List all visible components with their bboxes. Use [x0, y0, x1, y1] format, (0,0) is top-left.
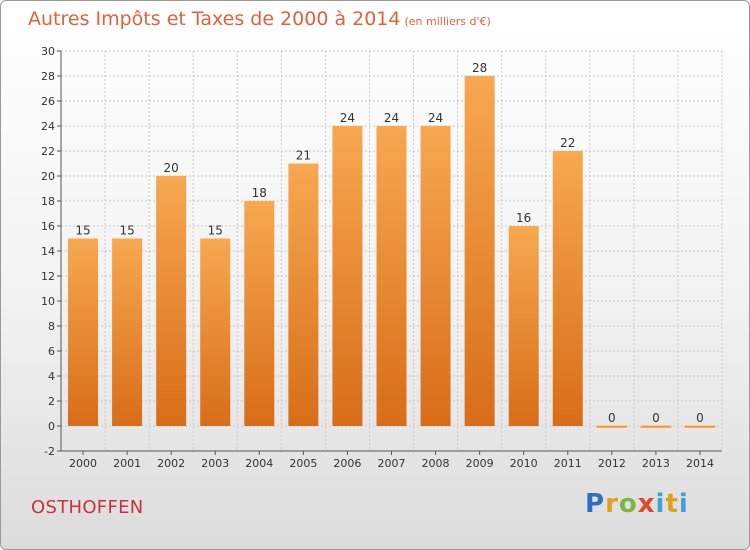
x-tick-label: 2001: [113, 457, 141, 470]
bar-value-label: 15: [75, 224, 90, 238]
bar-value-label: 24: [428, 111, 443, 125]
bar-value-label: 15: [119, 224, 134, 238]
y-tick-label: 18: [41, 195, 55, 208]
y-tick-label: 24: [41, 120, 55, 133]
x-tick-label: 2010: [510, 457, 538, 470]
proxiti-logo[interactable]: Proxiti: [585, 489, 689, 519]
x-tick-label: 2011: [554, 457, 582, 470]
bar: [332, 126, 363, 426]
bar: [596, 425, 628, 428]
gridlines: [60, 50, 723, 452]
title-text: Autres Impôts et Taxes de 2000 à 2014: [28, 8, 401, 30]
bar: [156, 176, 187, 426]
x-tick-label: 2004: [245, 457, 273, 470]
bar-value-label: 15: [208, 224, 223, 238]
y-tick-label: 6: [48, 345, 55, 358]
y-tick-label: -2: [44, 445, 55, 458]
x-tick-label: 2007: [378, 457, 406, 470]
y-tick-label: 28: [41, 70, 55, 83]
bar: [68, 238, 99, 426]
bar: [112, 238, 143, 426]
bar-value-label: 16: [516, 211, 531, 225]
x-tick-label: 2003: [201, 457, 229, 470]
x-tick-label: 2005: [289, 457, 317, 470]
bar-value-label: 28: [472, 61, 487, 75]
bar: [200, 238, 231, 426]
x-tick-label: 2000: [69, 457, 97, 470]
x-tick-label: 2009: [466, 457, 494, 470]
x-tick-label: 2008: [422, 457, 450, 470]
axes: [57, 50, 722, 455]
x-tick-label: 2006: [333, 457, 361, 470]
bar-value-label: 18: [252, 186, 267, 200]
bars: [68, 76, 716, 428]
y-tick-label: 2: [48, 395, 55, 408]
x-tick-label: 2002: [157, 457, 185, 470]
y-tick-label: 0: [48, 420, 55, 433]
bar-value-label: 24: [340, 111, 355, 125]
y-tick-label: 30: [41, 45, 55, 58]
chart-title: Autres Impôts et Taxes de 2000 à 2014 (en…: [28, 8, 491, 30]
title-unit: (en milliers d'€): [404, 15, 491, 28]
y-tick-label: 4: [48, 370, 55, 383]
y-tick-label: 20: [41, 170, 55, 183]
bar: [376, 126, 407, 426]
bar-value-label: 24: [384, 111, 399, 125]
bar-value-label: 0: [652, 411, 660, 425]
bar: [684, 425, 716, 428]
bar: [244, 201, 275, 426]
y-tick-label: 12: [41, 270, 55, 283]
bar: [288, 163, 319, 426]
x-tick-label: 2012: [598, 457, 626, 470]
bar-value-label: 21: [296, 149, 311, 163]
value-labels: 15 15 20 15 18 21 24 24 24 28 16 22 0 0 0: [75, 61, 703, 425]
bar: [640, 425, 672, 428]
bar-value-label: 20: [164, 161, 179, 175]
x-tick-label: 2013: [642, 457, 670, 470]
x-tick-label: 2014: [686, 457, 714, 470]
y-tick-label: 16: [41, 220, 55, 233]
commune-name: OSTHOFFEN: [31, 497, 144, 518]
bar: [420, 126, 451, 426]
bar: [464, 76, 495, 426]
y-tick-label: 26: [41, 95, 55, 108]
bar: [552, 151, 583, 426]
y-tick-label: 22: [41, 145, 55, 158]
y-tick-label: 14: [41, 245, 55, 258]
y-tick-label: 10: [41, 295, 55, 308]
bar-value-label: 0: [608, 411, 616, 425]
bar-value-label: 22: [560, 136, 575, 150]
bar: [508, 226, 539, 426]
bar-value-label: 0: [696, 411, 704, 425]
y-tick-label: 8: [48, 320, 55, 333]
